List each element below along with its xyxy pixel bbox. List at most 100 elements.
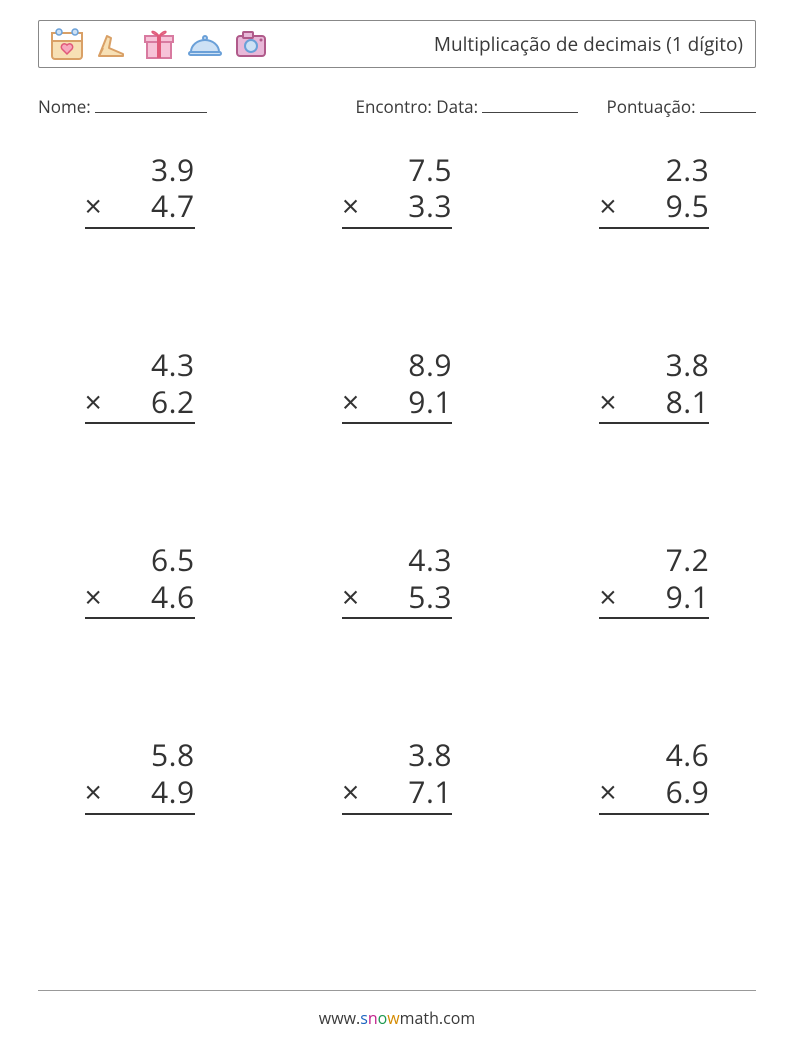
dish-cover-icon	[185, 24, 225, 64]
problem-bottom-row: ×7.1	[342, 774, 452, 811]
footer-divider	[38, 990, 756, 991]
problem-top-row: 4.3	[85, 347, 195, 384]
multiplier: 9.1	[619, 579, 709, 616]
problem-rule	[342, 617, 452, 619]
problem-1: 3.9×4.7	[85, 152, 195, 229]
problem-bottom-row: ×3.3	[342, 188, 452, 225]
date-field: Encontro: Data:	[356, 94, 579, 118]
problem-9: 7.2×9.1	[599, 542, 709, 619]
problem-4: 4.3×6.2	[85, 347, 195, 424]
problem-top-row: 3.8	[599, 347, 709, 384]
multiplier: 9.1	[362, 384, 452, 421]
score-blank	[700, 94, 756, 113]
problem-top-row: 7.5	[342, 152, 452, 189]
problem-bottom-row: ×4.6	[85, 579, 195, 616]
name-label: Nome:	[38, 95, 91, 118]
operator: ×	[599, 579, 619, 616]
problem-bottom-row: ×8.1	[599, 384, 709, 421]
problem-top-row: 6.5	[85, 542, 195, 579]
problem-bottom-row: ×6.9	[599, 774, 709, 811]
shoe-icon	[93, 24, 133, 64]
footer-letter-w: w	[387, 1007, 399, 1029]
problem-top-row: 7.2	[599, 542, 709, 579]
problem-bottom-row: ×5.3	[342, 579, 452, 616]
multiplier: 8.1	[619, 384, 709, 421]
operator: ×	[85, 188, 105, 225]
problem-rule	[342, 227, 452, 229]
score-field: Pontuação:	[606, 94, 756, 118]
score-label: Pontuação:	[606, 95, 695, 118]
problem-rule	[85, 422, 195, 424]
multiplier: 6.9	[619, 774, 709, 811]
multiplicand: 2.3	[619, 152, 709, 189]
problem-bottom-row: ×9.1	[342, 384, 452, 421]
problem-bottom-row: ×9.5	[599, 188, 709, 225]
problem-6: 3.8×8.1	[599, 347, 709, 424]
footer-prefix: www.	[319, 1007, 360, 1029]
problem-8: 4.3×5.3	[342, 542, 452, 619]
worksheet-title: Multiplicação de decimais (1 dígito)	[434, 31, 743, 57]
multiplier: 4.7	[105, 188, 195, 225]
problem-rule	[85, 813, 195, 815]
operator: ×	[342, 579, 362, 616]
header-icons	[47, 24, 271, 64]
name-blank	[95, 94, 207, 113]
problem-bottom-row: ×6.2	[85, 384, 195, 421]
problem-rule	[599, 227, 709, 229]
multiplicand: 4.6	[619, 737, 709, 774]
problem-12: 4.6×6.9	[599, 737, 709, 814]
operator: ×	[85, 579, 105, 616]
meta-row: Nome: Encontro: Data: Pontuação:	[38, 94, 756, 118]
problem-bottom-row: ×4.7	[85, 188, 195, 225]
problem-7: 6.5×4.6	[85, 542, 195, 619]
operator: ×	[342, 384, 362, 421]
calendar-heart-icon	[47, 24, 87, 64]
multiplicand: 3.8	[619, 347, 709, 384]
gift-icon	[139, 24, 179, 64]
footer-suffix: .com	[439, 1007, 475, 1029]
multiplier: 9.5	[619, 188, 709, 225]
multiplier: 6.2	[105, 384, 195, 421]
problem-3: 2.3×9.5	[599, 152, 709, 229]
multiplier: 5.3	[362, 579, 452, 616]
footer-letter-o: o	[378, 1007, 388, 1029]
problem-top-row: 4.6	[599, 737, 709, 774]
footer: www.snowmath.com	[0, 990, 794, 1029]
multiplicand: 5.8	[105, 737, 195, 774]
operator: ×	[599, 384, 619, 421]
multiplicand: 4.3	[105, 347, 195, 384]
multiplicand: 4.3	[362, 542, 452, 579]
problem-11: 3.8×7.1	[342, 737, 452, 814]
operator: ×	[599, 774, 619, 811]
problem-rule	[599, 813, 709, 815]
operator: ×	[342, 774, 362, 811]
problem-top-row: 8.9	[342, 347, 452, 384]
problem-10: 5.8×4.9	[85, 737, 195, 814]
problem-top-row: 3.8	[342, 737, 452, 774]
operator: ×	[599, 188, 619, 225]
footer-brand-rest: math	[400, 1007, 439, 1029]
header-box: Multiplicação de decimais (1 dígito)	[38, 20, 756, 68]
footer-letter-n: n	[368, 1007, 378, 1029]
multiplier: 4.9	[105, 774, 195, 811]
problem-bottom-row: ×9.1	[599, 579, 709, 616]
multiplier: 4.6	[105, 579, 195, 616]
problem-rule	[599, 617, 709, 619]
problem-5: 8.9×9.1	[342, 347, 452, 424]
problem-rule	[342, 422, 452, 424]
multiplicand: 7.2	[619, 542, 709, 579]
problem-2: 7.5×3.3	[342, 152, 452, 229]
problem-rule	[85, 617, 195, 619]
name-field: Nome:	[38, 94, 207, 118]
problem-top-row: 2.3	[599, 152, 709, 189]
problem-top-row: 3.9	[85, 152, 195, 189]
multiplicand: 8.9	[362, 347, 452, 384]
multiplicand: 3.9	[105, 152, 195, 189]
multiplier: 7.1	[362, 774, 452, 811]
problem-rule	[85, 227, 195, 229]
camera-icon	[231, 24, 271, 64]
problem-rule	[599, 422, 709, 424]
problem-bottom-row: ×4.9	[85, 774, 195, 811]
problem-rule	[342, 813, 452, 815]
multiplicand: 6.5	[105, 542, 195, 579]
